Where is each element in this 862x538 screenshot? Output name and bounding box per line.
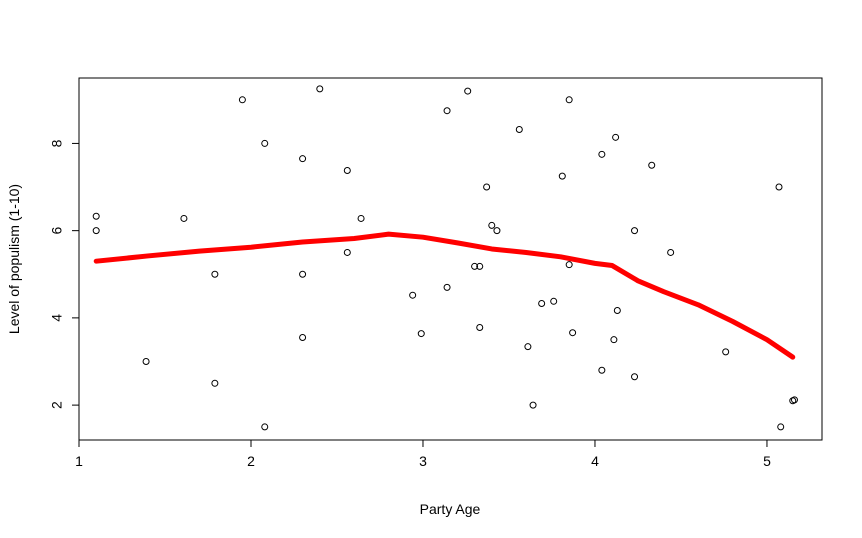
x-tick-label: 5 (763, 453, 771, 469)
data-point (92, 212, 100, 220)
data-point (476, 323, 484, 331)
y-axis-label: Level of populism (1-10) (6, 184, 22, 334)
y-tick-label: 6 (49, 227, 65, 235)
data-point (667, 248, 675, 256)
data-point (569, 329, 577, 337)
data-point (565, 96, 573, 104)
data-point (443, 107, 451, 115)
data-point (631, 227, 639, 235)
data-point (483, 183, 491, 191)
data-point (211, 270, 219, 278)
data-point (443, 283, 451, 291)
x-tick-label: 3 (419, 453, 427, 469)
smooth-line (93, 231, 796, 360)
data-point (343, 248, 351, 256)
data-point (613, 306, 621, 314)
data-point (612, 133, 620, 141)
x-tick-label: 2 (247, 453, 255, 469)
data-point (417, 330, 425, 338)
data-point (343, 166, 351, 174)
data-point (471, 262, 479, 270)
y-tick-label: 2 (49, 401, 65, 409)
data-points (92, 85, 798, 431)
data-point (722, 348, 730, 356)
data-point (775, 183, 783, 191)
data-point (550, 297, 558, 305)
data-point (299, 334, 307, 342)
data-point (299, 270, 307, 278)
smooth-line-group (93, 231, 796, 360)
data-point (357, 214, 365, 222)
data-point (610, 336, 618, 344)
data-point (261, 423, 269, 431)
data-point (631, 373, 639, 381)
data-point (558, 172, 566, 180)
data-point (790, 396, 798, 404)
plot-box (78, 77, 823, 441)
y-tick-label: 8 (49, 139, 65, 147)
data-point (211, 379, 219, 387)
data-point (777, 423, 785, 431)
data-point (142, 357, 150, 365)
y-tick-label: 4 (49, 314, 65, 322)
x-axis: 1 2 3 4 5 (75, 439, 771, 469)
data-point (493, 227, 501, 235)
data-point (538, 299, 546, 307)
y-axis: 2 4 6 8 (49, 139, 80, 409)
data-point (598, 150, 606, 158)
x-tick-label: 4 (591, 453, 599, 469)
data-point (476, 262, 484, 270)
data-point (464, 87, 472, 95)
data-point (238, 96, 246, 104)
data-point (565, 261, 573, 269)
data-point (524, 343, 532, 351)
data-point (299, 155, 307, 163)
data-point (92, 227, 100, 235)
data-point (598, 366, 606, 374)
data-point (488, 221, 496, 229)
x-tick-label: 1 (75, 453, 83, 469)
x-axis-label: Party Age (420, 501, 481, 517)
data-point (180, 214, 188, 222)
data-point (261, 139, 269, 147)
data-point (529, 401, 537, 409)
data-point (409, 291, 417, 299)
data-point (316, 85, 324, 93)
data-point (515, 125, 523, 133)
data-point (648, 161, 656, 169)
